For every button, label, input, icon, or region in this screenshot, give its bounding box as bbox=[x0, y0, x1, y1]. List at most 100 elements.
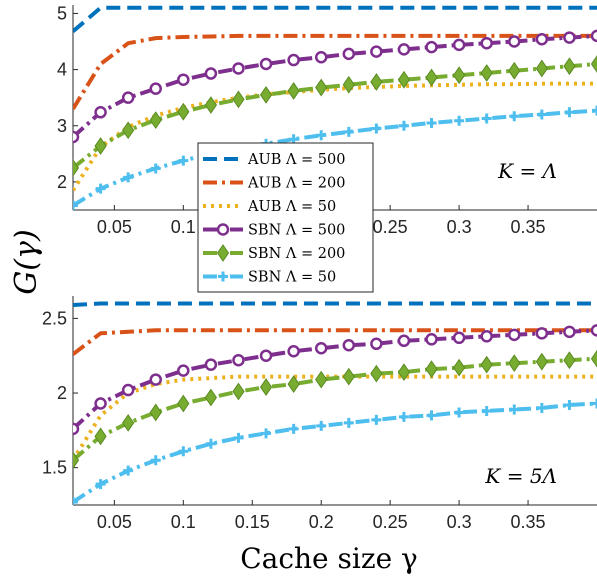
data-point-circle bbox=[508, 35, 521, 48]
data-point-diamond bbox=[342, 75, 355, 94]
data-point-plus bbox=[371, 414, 382, 425]
data-point-plus bbox=[481, 405, 492, 416]
data-point-plus bbox=[261, 428, 272, 439]
data-point-diamond bbox=[149, 403, 162, 422]
bottom-y-tick-label: 1.5 bbox=[42, 458, 67, 478]
data-point-diamond bbox=[342, 367, 355, 386]
top-annotation: K = Λ bbox=[497, 159, 557, 183]
data-point-plus bbox=[481, 113, 492, 124]
data-point-diamond bbox=[177, 102, 190, 121]
data-point-circle bbox=[452, 331, 466, 345]
data-point-diamond bbox=[452, 358, 466, 377]
data-point-circle bbox=[232, 353, 245, 367]
data-point-circle bbox=[314, 342, 328, 355]
data-point-plus bbox=[371, 123, 382, 134]
data-point-circle bbox=[73, 422, 80, 436]
data-point-plus bbox=[454, 115, 465, 126]
data-point-circle bbox=[563, 325, 576, 339]
data-point-circle bbox=[94, 397, 107, 410]
top-y-tick-label: 4 bbox=[57, 60, 67, 80]
data-point-plus bbox=[288, 423, 299, 434]
x-axis-label: Cache size γ bbox=[240, 542, 418, 575]
bottom-x-tick-label: 0.2 bbox=[309, 512, 334, 532]
data-point-plus bbox=[316, 420, 327, 431]
top-x-tick-label: 0.3 bbox=[447, 217, 472, 237]
top-y-tick-label: 3 bbox=[57, 116, 67, 136]
data-point-circle bbox=[204, 67, 218, 80]
legend-entry: SBN Λ = 500 bbox=[248, 223, 345, 239]
data-point-plus bbox=[509, 404, 520, 415]
data-point-plus bbox=[564, 399, 575, 410]
bottom-x-tick-label: 0.15 bbox=[235, 512, 270, 532]
legend-marker-diamond bbox=[216, 244, 230, 262]
data-point-diamond bbox=[508, 61, 521, 80]
bottom-x-tick-label: 0.25 bbox=[373, 512, 408, 532]
data-point-circle bbox=[94, 106, 107, 119]
data-point-circle bbox=[425, 333, 438, 346]
data-point-diamond bbox=[535, 352, 548, 371]
data-point-circle bbox=[370, 337, 383, 351]
legend-entry: AUB Λ = 500 bbox=[247, 152, 345, 168]
series-line bbox=[73, 33, 597, 110]
data-point-diamond bbox=[94, 137, 107, 155]
data-point-diamond bbox=[287, 375, 300, 393]
data-point-plus bbox=[343, 126, 354, 137]
data-point-diamond bbox=[149, 111, 162, 130]
data-point-circle bbox=[121, 91, 135, 104]
series-line bbox=[73, 328, 597, 356]
series-line bbox=[73, 301, 597, 307]
legend-box bbox=[197, 142, 374, 293]
data-point-diamond bbox=[94, 427, 107, 446]
top-x-tick-label: 0.05 bbox=[97, 217, 132, 237]
series-line bbox=[73, 108, 597, 208]
data-point-circle bbox=[177, 73, 190, 86]
data-point-diamond bbox=[370, 73, 383, 91]
data-point-circle bbox=[535, 327, 549, 340]
data-point-circle bbox=[425, 40, 438, 54]
data-point-diamond bbox=[73, 451, 80, 470]
legend-entry: SBN Λ = 50 bbox=[248, 270, 336, 286]
data-point-diamond bbox=[590, 349, 597, 368]
data-point-plus bbox=[592, 105, 597, 116]
data-point-diamond bbox=[425, 68, 438, 87]
data-point-circle bbox=[232, 62, 245, 75]
data-point-diamond bbox=[397, 70, 411, 89]
bottom-panel: 0.05 0.1 0.15 0.2 0.25 0.3 0.35 1.5 2 2.5 K = 5Λ bbox=[42, 296, 597, 532]
data-point-circle bbox=[73, 130, 80, 144]
data-point-diamond bbox=[563, 351, 576, 370]
bottom-x-tick-label: 0.35 bbox=[511, 512, 546, 532]
data-point-plus bbox=[95, 479, 106, 490]
top-y-tick-label: 5 bbox=[57, 3, 67, 23]
data-point-diamond bbox=[232, 90, 245, 109]
data-point-circle bbox=[508, 328, 521, 342]
data-point-circle bbox=[177, 364, 190, 377]
bottom-x-tick-label: 0.05 bbox=[97, 512, 132, 532]
top-x-tick-label: 0.35 bbox=[511, 217, 546, 237]
data-point-diamond bbox=[480, 355, 493, 374]
data-point-plus bbox=[398, 411, 409, 422]
bottom-series-group bbox=[73, 301, 597, 505]
data-point-circle bbox=[204, 358, 218, 371]
data-point-plus bbox=[178, 155, 189, 166]
data-point-circle bbox=[480, 330, 493, 343]
data-point-diamond bbox=[204, 388, 218, 407]
data-point-circle bbox=[259, 349, 273, 362]
data-point-plus bbox=[123, 172, 134, 183]
data-point-plus bbox=[178, 446, 189, 457]
bottom-annotation: K = 5Λ bbox=[484, 464, 557, 488]
data-point-circle bbox=[121, 383, 135, 397]
data-point-plus bbox=[95, 183, 106, 194]
data-point-diamond bbox=[508, 354, 521, 373]
y-axis-label: G(γ) bbox=[9, 229, 44, 294]
data-point-diamond bbox=[397, 363, 411, 382]
data-point-diamond bbox=[315, 78, 328, 97]
data-point-diamond bbox=[535, 59, 548, 78]
data-point-diamond bbox=[315, 370, 328, 389]
data-point-diamond bbox=[177, 394, 190, 413]
bottom-x-tick-label: 0.3 bbox=[447, 512, 472, 532]
data-point-plus bbox=[564, 107, 575, 118]
data-point-diamond bbox=[122, 414, 135, 432]
legend-marker-circle bbox=[216, 223, 230, 236]
data-point-diamond bbox=[590, 55, 597, 73]
data-point-plus bbox=[123, 465, 134, 476]
